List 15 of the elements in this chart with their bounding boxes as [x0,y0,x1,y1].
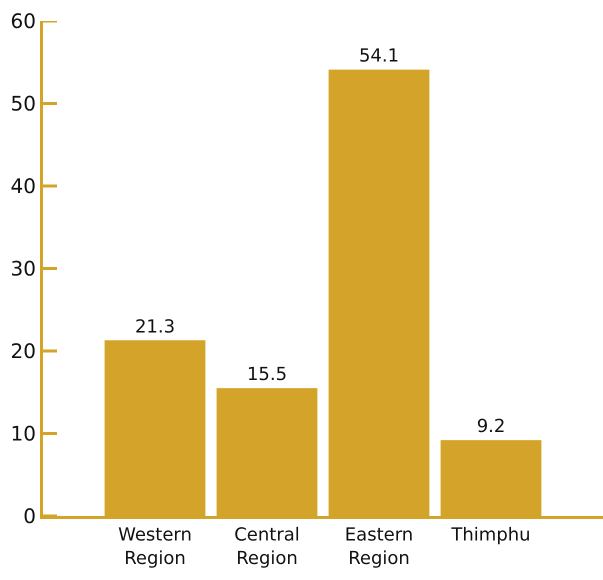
data-label: 54.1 [358,46,400,67]
x-tick-label: Thimphu [450,524,531,546]
y-tick-label: 20 [10,339,36,363]
y-tick-label: 0 [23,504,36,528]
y-tick-label: 50 [10,92,36,116]
data-label: 9.2 [476,416,506,438]
data-label: 21.3 [134,316,176,338]
y-tick-label: 30 [10,256,36,280]
y-tick-label: 60 [10,9,36,33]
x-tick-label: Western Region [118,524,192,569]
y-tick-label: 40 [10,174,36,198]
data-label: 15.5 [246,364,288,386]
y-tick-label: 10 [10,422,36,446]
x-tick-label: Central Region [234,524,300,569]
x-tick-label: Eastern Region [344,524,414,569]
